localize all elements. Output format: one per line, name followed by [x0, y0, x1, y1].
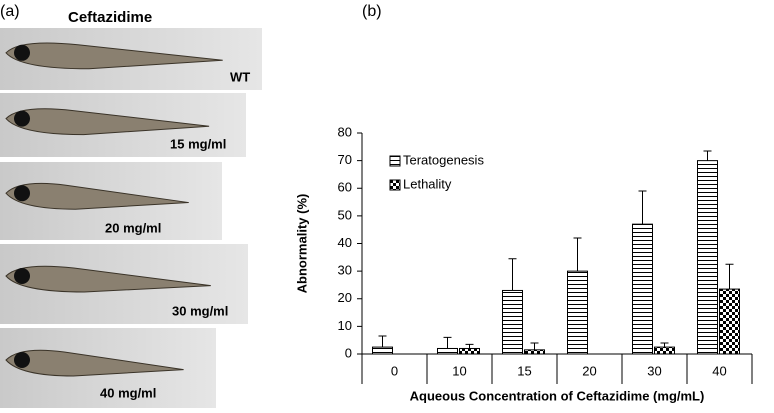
fish-eye [14, 268, 30, 284]
bar [632, 223, 653, 355]
error-bar [508, 258, 517, 291]
error-bar [378, 335, 387, 348]
photo-label: WT [230, 69, 250, 84]
y-tick-label: 20 [338, 290, 352, 305]
x-tick-label: 30 [647, 363, 661, 378]
photo-label: 15 mg/ml [170, 136, 226, 151]
error-bar [703, 150, 712, 161]
bar [567, 270, 588, 355]
y-tick-label: 50 [338, 207, 352, 222]
fish-eye [14, 185, 30, 202]
bar [654, 346, 675, 355]
error-bar [725, 263, 734, 290]
bar [437, 347, 458, 355]
legend-swatch [389, 179, 401, 191]
error-bar [443, 336, 452, 349]
photo-label: 40 mg/ml [100, 385, 156, 400]
fish-eye [14, 352, 30, 368]
panel-title: Ceftazidime [68, 9, 152, 26]
photo-label: 30 mg/ml [172, 303, 228, 318]
bar [502, 289, 523, 355]
legend-label: Lethality [403, 176, 452, 191]
x-tick-label: 10 [452, 363, 466, 378]
photo-label: 20 mg/ml [105, 220, 161, 235]
y-tick-label: 60 [338, 180, 352, 195]
error-bar [530, 342, 539, 350]
fish-eye [14, 44, 30, 61]
bar [697, 160, 718, 355]
y-axis-label: Abnormality (%) [294, 194, 309, 294]
panel-label: (b) [362, 3, 382, 20]
bar [372, 346, 393, 355]
error-bar [660, 342, 669, 348]
legend-label: Teratogenesis [403, 152, 484, 167]
bar [459, 347, 480, 355]
x-tick-label: 0 [391, 363, 398, 378]
x-tick-label: 40 [712, 363, 726, 378]
y-tick-label: 10 [338, 318, 352, 333]
error-bar [465, 343, 474, 349]
bar [524, 349, 545, 355]
x-tick-label: 15 [517, 363, 531, 378]
y-tick-label: 40 [338, 235, 352, 250]
fish-eye [14, 110, 30, 127]
y-tick-label: 30 [338, 263, 352, 278]
bar [719, 288, 740, 355]
error-bar [638, 190, 647, 225]
legend-swatch [389, 155, 401, 167]
panel-label: (a) [0, 3, 20, 20]
y-tick-label: 80 [338, 124, 352, 139]
error-bar [573, 237, 582, 272]
y-tick-label: 70 [338, 152, 352, 167]
x-axis-label: Aqueous Concentration of Ceftazidime (mg… [410, 388, 705, 403]
x-tick-label: 20 [582, 363, 596, 378]
y-tick-label: 0 [345, 345, 352, 360]
